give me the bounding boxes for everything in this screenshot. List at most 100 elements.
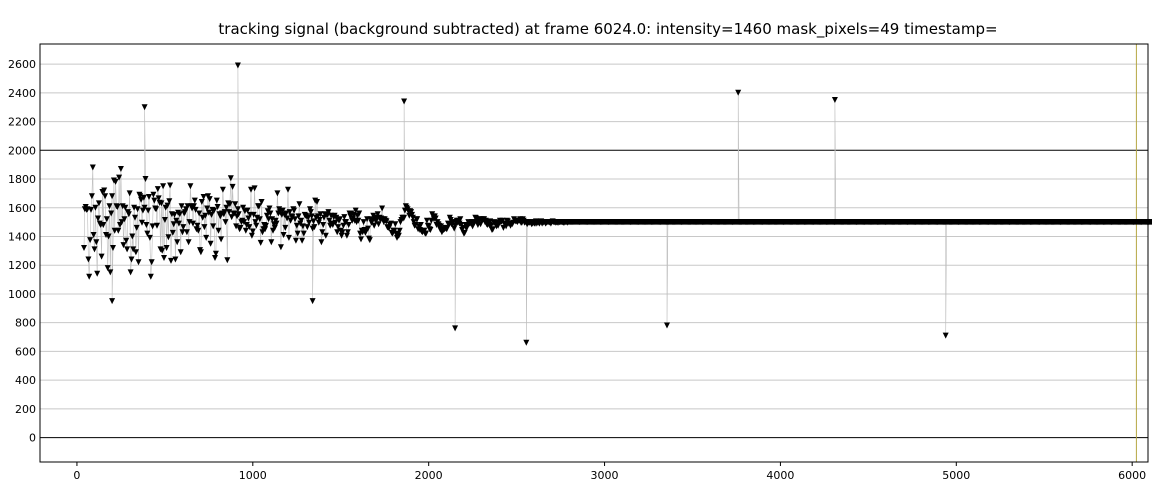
data-point: [204, 205, 211, 212]
data-point: [208, 211, 215, 218]
data-point: [461, 229, 468, 236]
data-point: [127, 269, 134, 276]
data-point: [192, 206, 199, 213]
data-point: [151, 197, 158, 204]
data-point: [256, 203, 262, 210]
data-point: [332, 219, 339, 226]
data-point: [285, 186, 291, 193]
data-point: [253, 222, 260, 229]
data-point: [345, 222, 352, 228]
data-point: [299, 237, 306, 244]
data-point: [211, 207, 218, 214]
data-point: [118, 219, 125, 226]
data-point: [89, 164, 96, 171]
data-point: [95, 215, 101, 222]
data-point: [85, 256, 92, 263]
data-point: [169, 229, 176, 236]
data-point: [319, 229, 326, 236]
data-point: [273, 220, 280, 227]
data-point: [392, 221, 399, 228]
data-point: [110, 245, 116, 251]
x-tick-label: 1000: [239, 469, 267, 482]
plot-frame: [39, 43, 1149, 463]
data-point: [432, 215, 439, 222]
y-tick-label: 600: [15, 345, 36, 358]
data-point: [396, 227, 403, 234]
data-point: [224, 257, 231, 264]
data-point: [172, 256, 179, 263]
data-point: [262, 226, 269, 233]
data-point: [375, 221, 382, 228]
data-point: [334, 229, 341, 236]
data-point: [267, 210, 274, 217]
data-point: [423, 230, 429, 237]
data-point: [298, 217, 305, 224]
data-point: [143, 222, 150, 228]
data-point: [94, 270, 101, 277]
data-point: [147, 273, 154, 280]
data-point: [263, 212, 270, 219]
data-point: [256, 216, 263, 223]
data-point: [291, 207, 298, 214]
x-tick-label: 5000: [942, 469, 970, 482]
data-point: [314, 199, 320, 205]
data-point: [248, 186, 254, 193]
data-point: [102, 193, 109, 200]
data-point: [200, 194, 207, 200]
y-tick-label: 2600: [8, 58, 36, 71]
data-point: [414, 216, 421, 223]
data-point: [427, 227, 434, 233]
data-point: [176, 211, 183, 218]
chart-title: tracking signal (background subtracted) …: [218, 20, 997, 39]
data-point: [91, 246, 98, 253]
data-point: [210, 223, 217, 230]
data-point: [232, 201, 239, 208]
data-point: [248, 232, 255, 239]
data-point: [161, 217, 168, 223]
data-point: [356, 210, 363, 217]
data-point: [366, 237, 373, 244]
data-point: [218, 236, 225, 243]
data-point: [477, 221, 484, 228]
data-point: [257, 239, 264, 246]
data-point: [141, 204, 148, 211]
data-point: [279, 207, 286, 214]
data-point: [104, 265, 111, 272]
data-point: [452, 325, 459, 332]
data-point: [196, 210, 203, 217]
data-point: [201, 224, 208, 231]
data-point: [249, 228, 256, 235]
data-point: [145, 207, 152, 214]
data-point: [179, 229, 186, 236]
data-point: [126, 190, 133, 197]
gridlines: [40, 44, 1148, 462]
data-point: [523, 339, 530, 346]
data-point: [115, 227, 122, 234]
data-point: [344, 229, 351, 236]
data-point: [161, 255, 167, 261]
data-point: [227, 175, 234, 182]
data-point: [240, 204, 247, 211]
data-point: [274, 190, 281, 197]
data-point: [144, 230, 151, 237]
data-point: [114, 204, 121, 210]
data-point: [329, 222, 336, 228]
data-point: [664, 322, 670, 329]
data-point: [358, 236, 364, 243]
y-tick-label: 400: [15, 374, 36, 387]
data-point: [271, 224, 278, 231]
data-point: [379, 205, 386, 212]
data-point: [133, 224, 140, 231]
data-point: [171, 211, 178, 218]
data-point: [292, 216, 298, 223]
data-point: [146, 234, 153, 241]
data-point: [123, 237, 130, 244]
data-point: [401, 214, 408, 221]
data-point: [489, 226, 496, 233]
data-point: [203, 234, 210, 241]
data-point: [107, 269, 114, 276]
data-point: [293, 222, 300, 229]
series-connector-lines: [83, 65, 1152, 343]
data-point: [117, 166, 124, 172]
